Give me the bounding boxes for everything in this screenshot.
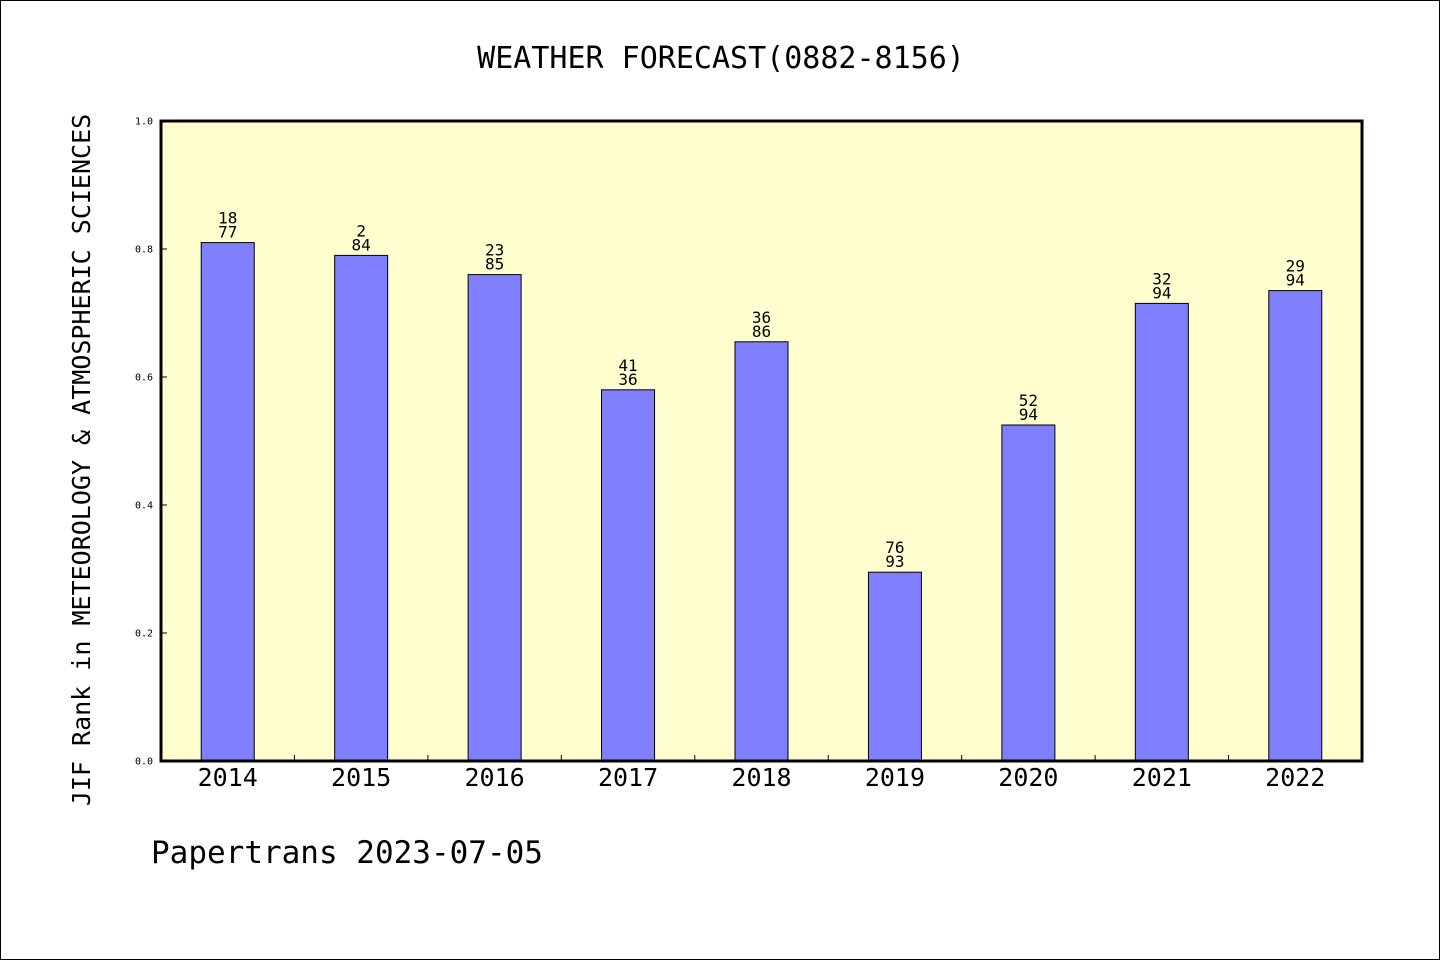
x-tick-label: 2014 [198, 763, 258, 792]
data-label-bottom: 94 [1286, 271, 1305, 290]
bar-2020 [1001, 424, 1056, 762]
y-tick-label: 0.6 [135, 373, 153, 384]
y-tick-label: 0.4 [135, 501, 153, 512]
data-label-bottom: 86 [752, 322, 771, 341]
data-label-top: 41 [618, 356, 637, 375]
bars-group [200, 242, 1323, 762]
bar-2015 [334, 254, 389, 762]
y-axis-label: JIF Rank in METEOROLOGY & ATMOSPHERIC SC… [67, 114, 96, 806]
x-tick-label: 2019 [865, 763, 925, 792]
bar-2014 [200, 242, 255, 762]
bar-2018 [734, 341, 789, 762]
y-tick-label: 0.8 [135, 245, 153, 256]
data-label-top: 76 [885, 538, 904, 557]
bar-2021 [1134, 302, 1189, 762]
x-tick-label: 2022 [1265, 763, 1325, 792]
x-tick-label: 2021 [1132, 763, 1192, 792]
data-label-bottom: 94 [1152, 283, 1171, 302]
x-tick-label: 2017 [598, 763, 658, 792]
data-label-bottom: 94 [1019, 405, 1038, 424]
data-label-top: 52 [1019, 391, 1038, 410]
x-tick-label: 2018 [731, 763, 791, 792]
data-label-bottom: 85 [485, 255, 504, 274]
x-axis-tick-labels: 2014 2015 2016 2017 2018 2019 2020 2021 2022 [198, 763, 1326, 792]
data-label-top: 32 [1152, 269, 1171, 288]
y-tick-label: 0.0 [135, 757, 153, 768]
bar-2022 [1268, 290, 1323, 762]
footer-text: Papertrans 2023-07-05 [151, 835, 543, 871]
data-label-bottom: 36 [618, 370, 637, 389]
x-tick-label: 2016 [465, 763, 525, 792]
data-label-top: 36 [752, 308, 771, 327]
bar-2019 [867, 571, 922, 762]
bar-2016 [467, 274, 522, 762]
data-label-bottom: 93 [885, 552, 904, 571]
x-tick-label: 2020 [998, 763, 1058, 792]
data-label-top: 18 [218, 209, 237, 228]
data-label-top: 29 [1286, 257, 1305, 276]
x-tick-label: 2015 [331, 763, 391, 792]
y-tick-label: 1.0 [135, 117, 153, 128]
plot-frame [159, 119, 1364, 763]
bar-2017 [601, 389, 656, 762]
data-label-top: 23 [485, 241, 504, 260]
data-label-bottom: 77 [218, 223, 237, 242]
data-label-top: 2 [356, 221, 366, 240]
chart-title: WEATHER FORECAST(0882-8156) [477, 41, 965, 76]
y-tick-label: 0.2 [135, 629, 153, 640]
data-label-bottom: 84 [352, 235, 371, 254]
